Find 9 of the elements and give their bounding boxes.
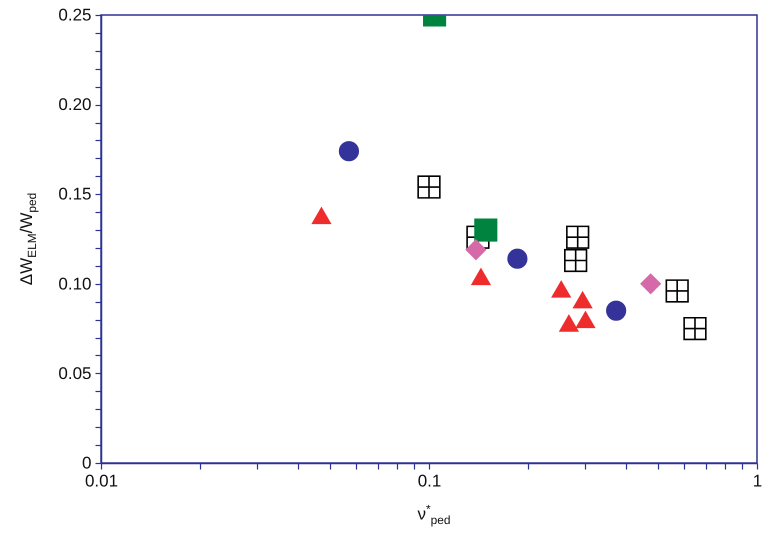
y-tick-label: 0 [82,454,92,472]
y-tick-label: 0.25 [58,6,92,24]
y-tick-label: 0.10 [58,274,92,294]
x-tick-label: 1 [752,472,762,490]
y-tick-label: 0.05 [58,364,92,383]
x-tick-label: 0.01 [84,472,118,490]
y-tick-label: 0.20 [58,95,92,114]
x-tick-label: 0.1 [418,472,442,490]
y-tick-label: 0.15 [58,184,92,204]
